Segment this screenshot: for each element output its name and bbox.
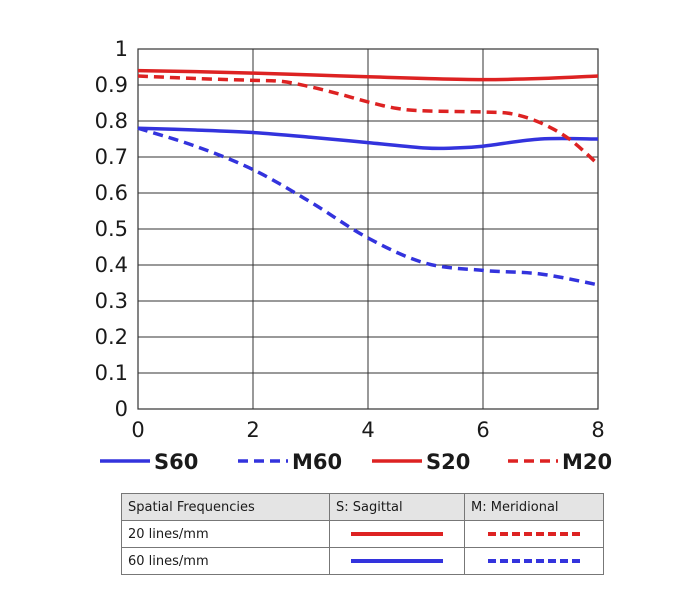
legend-label-s60: S60 [154, 450, 198, 474]
swatch-meridional-20 [488, 532, 580, 536]
y-tick-label-3: 0.3 [95, 289, 128, 313]
y-tick-label-10: 1 [115, 37, 128, 61]
plot-frame [137, 48, 599, 410]
swatch-sagittal-60-cell [329, 547, 465, 575]
header-meridional: M: Meridional [464, 493, 604, 521]
y-tick-label-0: 0 [115, 397, 128, 421]
swatch-sagittal-20 [351, 532, 443, 536]
grid [137, 48, 599, 410]
mtf-chart: 0 0.1 0.2 0.3 0.4 0.5 0.6 0.7 0.8 0.9 1 0 2 4 6 8 S60 M6… [95, 37, 613, 474]
y-tick-label-6: 0.6 [95, 181, 128, 205]
y-tick-label-1: 0.1 [95, 361, 128, 385]
swatch-sagittal-60 [351, 559, 443, 563]
swatch-meridional-60 [488, 559, 580, 563]
tick-labels: 0 0.1 0.2 0.3 0.4 0.5 0.6 0.7 0.8 0.9 1 0 2 4 6 8 [95, 37, 605, 442]
y-tick-label-4: 0.4 [95, 253, 128, 277]
y-tick-label-2: 0.2 [95, 325, 128, 349]
series-line-m20 [137, 74, 600, 166]
legend-label-m20: M20 [562, 450, 612, 474]
table-row-20: 20 lines/mm [121, 520, 604, 548]
series-line-m60 [137, 126, 599, 287]
table-row-60: 60 lines/mm [121, 547, 604, 575]
x-tick-label-0: 0 [131, 418, 144, 442]
legend-label-s20: S20 [426, 450, 470, 474]
series-line-s60 [137, 126, 599, 151]
swatch-meridional-20-cell [464, 520, 604, 548]
y-tick-label-7: 0.7 [95, 145, 128, 169]
header-spatial-frequencies: Spatial Frequencies [121, 493, 330, 521]
y-tick-label-8: 0.8 [95, 109, 128, 133]
series-line-s20 [137, 68, 599, 82]
swatch-meridional-60-cell [464, 547, 604, 575]
x-tick-label-4: 8 [591, 418, 604, 442]
series-layer [137, 68, 600, 287]
spatial-frequency-table: Spatial Frequencies S: Sagittal M: Merid… [121, 493, 604, 575]
legend: S60 M60 S20 M20 [100, 450, 612, 474]
row-label-20: 20 lines/mm [121, 520, 330, 548]
swatch-sagittal-20-cell [329, 520, 465, 548]
y-tick-label-5: 0.5 [95, 217, 128, 241]
x-tick-label-2: 4 [361, 418, 374, 442]
x-tick-label-1: 2 [246, 418, 259, 442]
y-tick-label-9: 0.9 [95, 73, 128, 97]
table-header-row: Spatial Frequencies S: Sagittal M: Merid… [121, 493, 604, 521]
x-tick-label-3: 6 [476, 418, 489, 442]
row-label-60: 60 lines/mm [121, 547, 330, 575]
legend-label-m60: M60 [292, 450, 342, 474]
header-sagittal: S: Sagittal [329, 493, 465, 521]
